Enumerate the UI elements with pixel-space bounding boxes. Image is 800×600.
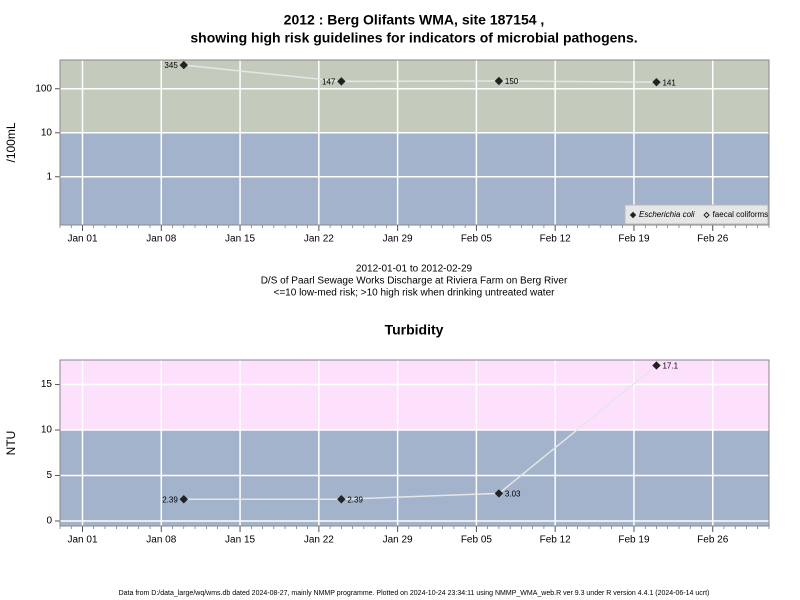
data-point [179, 60, 189, 70]
series-line [183, 64, 657, 83]
x-tick-label: Jan 01 [67, 535, 97, 546]
data-point [652, 361, 661, 370]
chart-title: Turbidity [385, 322, 444, 338]
y-tick-label: 1 [46, 171, 52, 182]
risk-band-low [60, 430, 769, 526]
legend-marker [703, 211, 710, 219]
y-tick-label: 10 [41, 425, 53, 436]
x-tick-label: Feb 19 [618, 535, 650, 546]
y-tick-label: 5 [46, 470, 52, 481]
legend-marker [629, 211, 637, 219]
y-axis-label: NTU [4, 431, 18, 456]
x-tick-label: Feb 12 [540, 535, 572, 546]
data-point [652, 77, 661, 87]
data-point [494, 76, 504, 86]
footer: Data from D:/data_large/wq/wms.db dated … [119, 590, 710, 597]
y-tick-label: 100 [35, 83, 52, 94]
note: <=10 low-med risk; >10 high risk when dr… [274, 288, 556, 299]
y-tick-label: 15 [41, 379, 53, 390]
data-label: 2.39 [347, 495, 363, 504]
risk-band-high [60, 60, 769, 133]
x-tick-label: Jan 22 [304, 234, 334, 245]
data-label: 3.03 [505, 490, 521, 499]
plot-frame [59, 59, 770, 226]
chart-title: 2012 : Berg Olifants WMA, site 187154 , [284, 12, 545, 28]
note: D/S of Paarl Sewage Works Discharge at R… [261, 276, 568, 287]
x-tick-label: Feb 26 [697, 234, 729, 245]
y-tick-label: 0 [46, 516, 52, 527]
data-point [179, 495, 189, 504]
x-tick-label: Jan 15 [225, 234, 255, 245]
data-label: 17.1 [662, 362, 678, 371]
x-tick-label: Jan 29 [383, 234, 413, 245]
risk-band-high [60, 360, 769, 431]
x-tick-label: Jan 08 [146, 535, 176, 546]
plot-frame [59, 359, 770, 527]
data-label: 147 [322, 77, 336, 86]
data-label: 2.39 [162, 495, 178, 504]
legend-box [624, 204, 769, 225]
x-tick-label: Feb 05 [461, 234, 493, 245]
x-tick-label: Feb 05 [461, 535, 493, 546]
data-label: 141 [662, 78, 676, 87]
x-tick-label: Jan 08 [146, 234, 176, 245]
x-tick-label: Jan 29 [383, 535, 413, 546]
data-label: 150 [505, 77, 519, 86]
x-tick-label: Feb 19 [618, 234, 650, 245]
data-point [494, 489, 504, 498]
data-point [337, 77, 346, 86]
x-tick-label: Feb 26 [697, 535, 729, 546]
legend-label: Escherichia coli [639, 210, 695, 219]
series-line [183, 364, 657, 501]
data-point [337, 495, 346, 504]
x-tick-label: Feb 12 [540, 234, 572, 245]
y-axis-label: /100mL [4, 122, 18, 162]
data-label: 345 [164, 61, 178, 70]
x-tick-label: Jan 22 [304, 535, 334, 546]
legend-label: faecal coliforms [713, 210, 769, 219]
x-axis-label: 2012-01-01 to 2012-02-29 [356, 264, 473, 275]
chart-subtitle: showing high risk guidelines for indicat… [190, 30, 637, 46]
y-tick-label: 10 [41, 127, 53, 138]
x-tick-label: Jan 15 [225, 535, 255, 546]
x-tick-label: Jan 01 [67, 234, 97, 245]
